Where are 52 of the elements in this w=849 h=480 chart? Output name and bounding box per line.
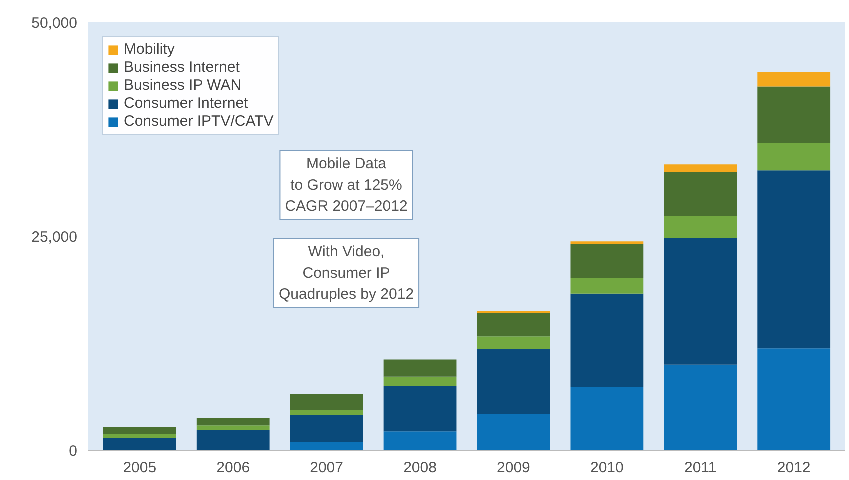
bar: [664, 238, 738, 365]
bar: [290, 415, 364, 442]
bar: [570, 294, 644, 388]
bar: [103, 438, 176, 450]
y-tick-label: 50,000: [32, 15, 78, 32]
bar: [103, 434, 176, 439]
bar: [570, 244, 644, 278]
bar: [103, 427, 176, 434]
bar: [477, 349, 550, 415]
bar: [196, 418, 270, 426]
x-tick-label: 2010: [590, 460, 624, 476]
bar: [477, 314, 550, 337]
bar: [758, 170, 831, 349]
x-tick-label: 2005: [123, 460, 157, 476]
bar: [477, 414, 550, 450]
bar: [664, 172, 738, 216]
x-tick-label: 2012: [777, 460, 811, 476]
bar: [384, 432, 457, 450]
y-tick-label: 25,000: [32, 229, 78, 246]
bar: [384, 376, 457, 386]
bar: [570, 387, 644, 450]
bar: [758, 143, 831, 171]
bar: [570, 278, 644, 294]
x-tick-label: 2011: [684, 460, 717, 476]
bar: [196, 426, 270, 430]
x-tick-label: 2007: [310, 460, 344, 476]
x-tick-label: 2006: [216, 460, 250, 476]
bar: [758, 86, 831, 144]
x-tick-label: 2008: [404, 460, 437, 476]
bar: [290, 394, 364, 410]
bar: [758, 348, 831, 450]
x-tick-label: 2009: [497, 460, 530, 476]
bar: [664, 364, 738, 450]
bar: [570, 242, 644, 244]
legend-label: Consumer IPTV/CATV: [124, 113, 274, 130]
bar: [664, 164, 738, 172]
legend-label: Consumer Internet: [124, 95, 248, 112]
annotation: With Video, Consumer IP Quadruples by 2012: [278, 244, 414, 303]
bar: [384, 386, 457, 432]
bar: [758, 72, 831, 87]
bar: [477, 310, 550, 314]
annotation: Mobile Data to Grow at 125% CAGR 2007–2012: [285, 156, 408, 215]
legend-label: Business IP WAN: [124, 77, 242, 94]
bar: [290, 410, 364, 416]
bar: [664, 216, 738, 238]
bar: [196, 430, 270, 450]
bar: [384, 360, 457, 377]
bar: [477, 336, 550, 350]
legend-label: Business Internet: [124, 59, 240, 76]
bar: [290, 442, 364, 450]
y-tick-label: 0: [69, 443, 78, 460]
legend-label: Mobility: [124, 41, 175, 58]
